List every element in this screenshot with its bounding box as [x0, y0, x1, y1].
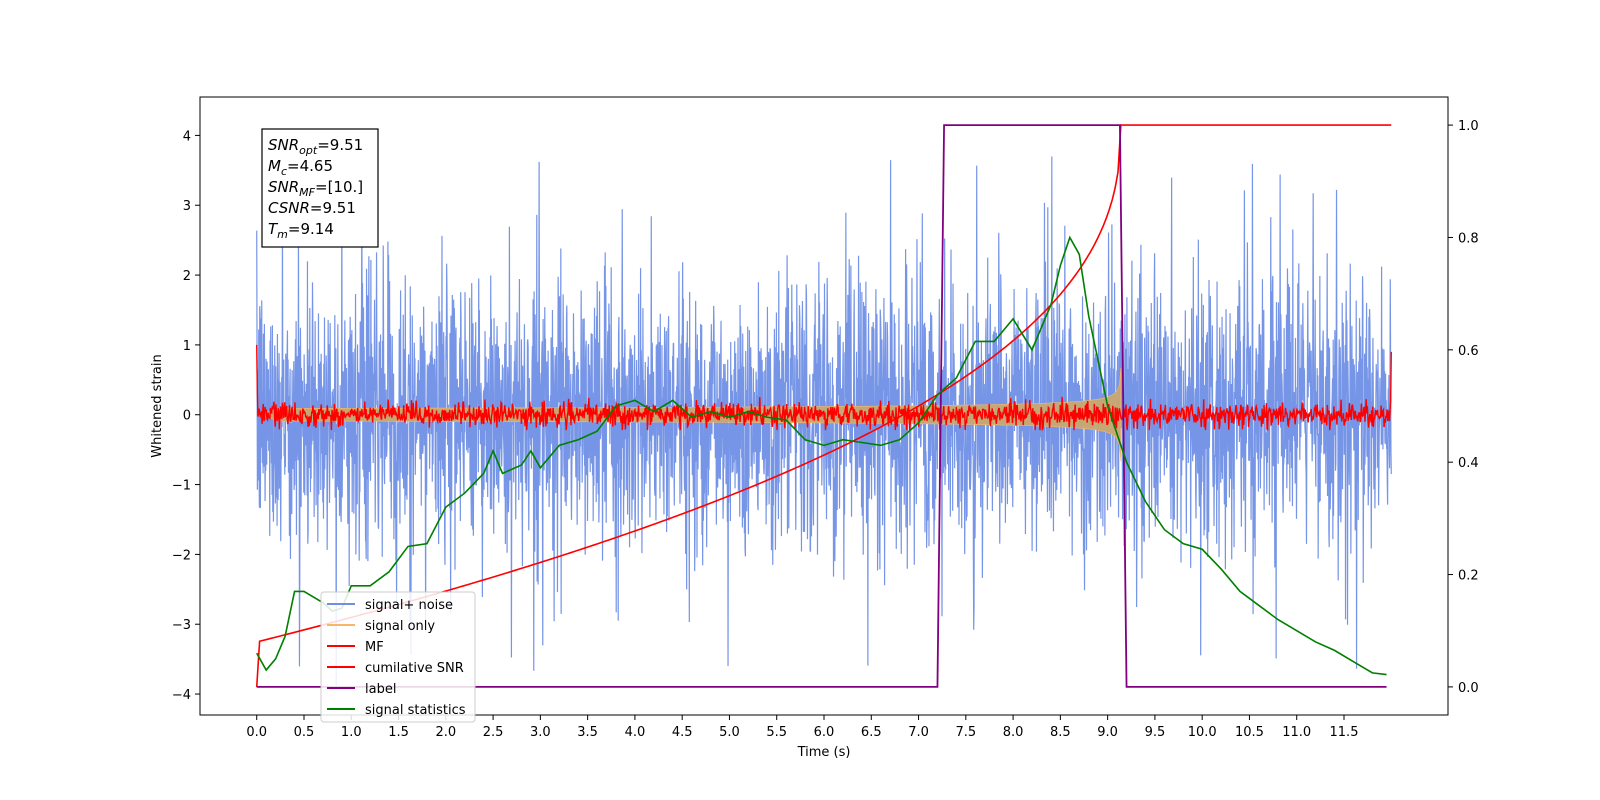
signal-statistics-line: [256, 235, 1387, 676]
y-tick-label: −4: [172, 688, 191, 703]
y-tick-label: −2: [172, 548, 191, 563]
x-tick-label: 0.5: [294, 725, 315, 740]
y2-tick-label: 0.0: [1458, 681, 1479, 696]
y-tick-label: 3: [183, 199, 191, 214]
x-tick-label: 7.0: [908, 725, 929, 740]
x-tick-label: 9.5: [1145, 725, 1166, 740]
y-tick-label: 0: [183, 409, 191, 424]
legend-label: cumilative SNR: [365, 661, 464, 676]
x-tick-label: 3.0: [530, 725, 551, 740]
annotation-line: SNRopt=9.51: [268, 136, 363, 157]
x-tick-label: 9.0: [1097, 725, 1118, 740]
legend-label: MF: [365, 640, 384, 655]
x-tick-label: 4.0: [625, 725, 646, 740]
x-tick-label: 2.5: [483, 725, 504, 740]
annotation-line: Tm=9.14: [268, 220, 334, 241]
y-tick-label: −3: [172, 618, 191, 633]
x-axis-label: Time (s): [797, 745, 851, 760]
plot-layer: [255, 124, 1392, 688]
y2-tick-label: 0.2: [1458, 569, 1479, 584]
y2-tick-label: 0.6: [1458, 344, 1479, 359]
legend: signal+ noise signal only MF cumilative SNR…: [320, 591, 476, 723]
x-tick-label: 8.0: [1003, 725, 1024, 740]
y2-tick-label: 1.0: [1458, 119, 1479, 134]
x-tick-label: 3.5: [577, 725, 598, 740]
mf-line: [256, 344, 1392, 432]
x-tick-label: 11.5: [1330, 725, 1359, 740]
axes-layer: 0.0 0.5 1.0 1.5 2.0 2.5 3.0 3.5 4.0 4.5 5.0 5.5 6.0 6…: [172, 119, 1479, 740]
annotation-line: CSNR=9.51: [268, 199, 356, 217]
x-tick-label: 10.0: [1188, 725, 1217, 740]
annotation-line: SNRMF=[10.]: [268, 178, 363, 199]
x-tick-label: 7.5: [955, 725, 976, 740]
legend-label: signal statistics: [365, 703, 466, 718]
legend-label: signal only: [365, 619, 435, 634]
x-tick-label: 6.5: [861, 725, 882, 740]
x-tick-label: 2.0: [435, 725, 456, 740]
x-tick-label: 10.5: [1235, 725, 1264, 740]
y2-tick-label: 0.8: [1458, 231, 1479, 246]
legend-frame: [320, 591, 476, 723]
x-tick-label: 1.5: [388, 725, 409, 740]
x-tick-label: 8.5: [1050, 725, 1071, 740]
annotation-line: Mc=4.65: [268, 157, 333, 178]
y-axis-label: Whitened strain: [150, 354, 165, 457]
x-tick-label: 11.0: [1282, 725, 1311, 740]
annotation-frame: [261, 128, 379, 248]
signal-plus-noise-line: [256, 156, 1392, 688]
x-tick-label: 4.5: [672, 725, 693, 740]
x-tick-label: 1.0: [341, 725, 362, 740]
x-tick-label: 0.0: [246, 725, 267, 740]
x-tick-label: 6.0: [814, 725, 835, 740]
legend-label: signal+ noise: [365, 598, 453, 613]
y2-tick-label: 0.4: [1458, 456, 1479, 471]
legend-label: label: [365, 682, 396, 697]
x-tick-label: 5.5: [766, 725, 787, 740]
y-tick-label: 4: [183, 129, 191, 144]
label-step-line: [256, 124, 1387, 688]
y-tick-label: −1: [172, 479, 191, 494]
y-tick-label: 1: [183, 339, 191, 354]
y-tick-label: 2: [183, 269, 191, 284]
x-tick-label: 5.0: [719, 725, 740, 740]
